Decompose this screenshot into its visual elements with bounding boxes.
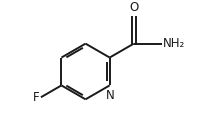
Text: O: O	[129, 1, 138, 14]
Text: NH₂: NH₂	[163, 37, 185, 50]
Text: N: N	[106, 89, 115, 102]
Text: F: F	[33, 91, 39, 104]
